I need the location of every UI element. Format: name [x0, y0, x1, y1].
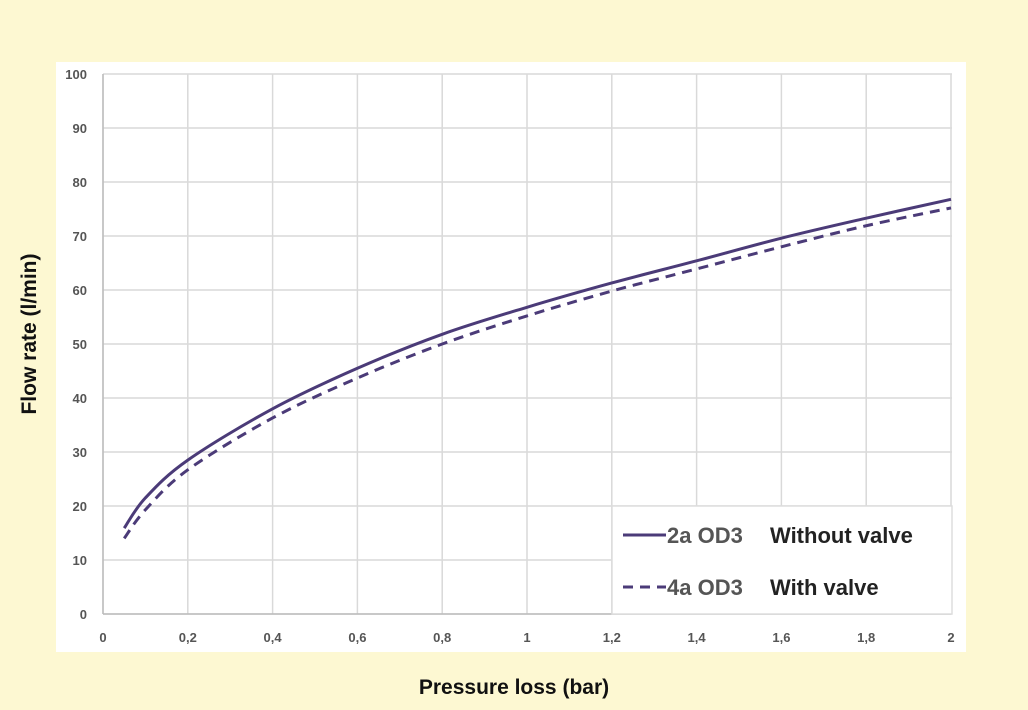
y-tick-label: 100	[65, 67, 87, 82]
legend-series-description: Without valve	[770, 523, 913, 548]
x-tick-label: 1,4	[688, 630, 707, 645]
x-tick-label: 1,2	[603, 630, 621, 645]
y-tick-label: 20	[73, 499, 87, 514]
legend-series-description: With valve	[770, 575, 879, 600]
x-tick-label: 1,6	[772, 630, 790, 645]
y-axis-label: Flow rate (l/min)	[18, 253, 41, 415]
y-tick-label: 40	[73, 391, 87, 406]
x-tick-label: 1,8	[857, 630, 875, 645]
x-tick-label: 0,8	[433, 630, 451, 645]
series-line-2	[122, 206, 952, 540]
y-tick-label: 10	[73, 553, 87, 568]
x-tick-label: 0	[99, 630, 106, 645]
y-tick-label: 80	[73, 175, 87, 190]
x-tick-label: 0,4	[264, 630, 283, 645]
y-tick-label: 50	[73, 337, 87, 352]
series-line-1	[122, 197, 952, 530]
legend: 2a OD3 Without valve 4a OD3 With valve	[611, 505, 953, 615]
y-tick-label: 70	[73, 229, 87, 244]
legend-series-name: 4a OD3	[667, 575, 743, 600]
y-tick-label: 30	[73, 445, 87, 460]
x-tick-label: 2	[947, 630, 954, 645]
legend-box	[611, 505, 953, 615]
x-tick-label: 0,2	[179, 630, 197, 645]
y-tick-label: 90	[73, 121, 87, 136]
x-axis-label: Pressure loss (bar)	[418, 676, 610, 699]
y-tick-label: 0	[80, 607, 87, 622]
x-tick-label: 0,6	[348, 630, 366, 645]
y-tick-label: 60	[73, 283, 87, 298]
legend-series-name: 2a OD3	[667, 523, 743, 548]
x-tick-label: 1	[523, 630, 530, 645]
